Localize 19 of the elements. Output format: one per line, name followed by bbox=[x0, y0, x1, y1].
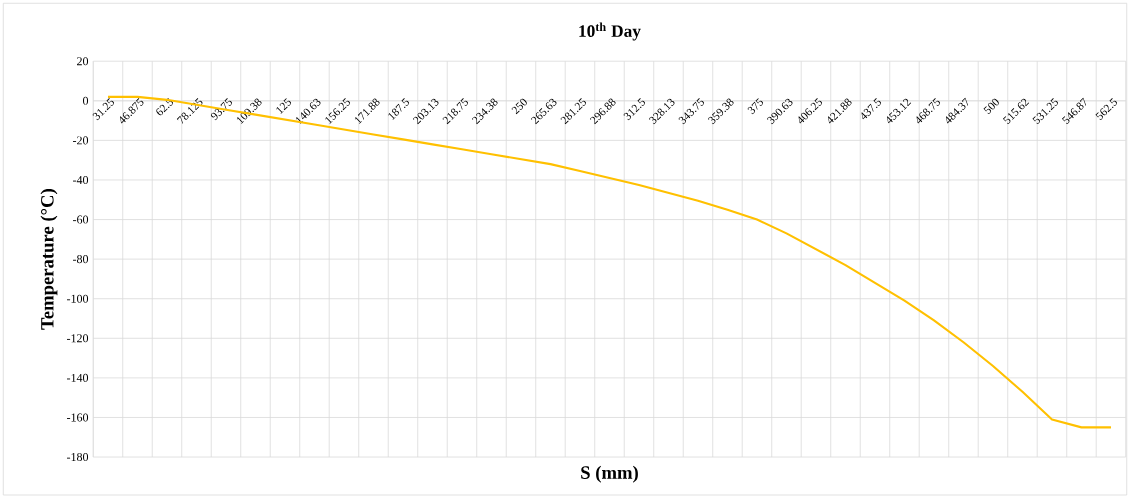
x-tick-label: 62.5 bbox=[156, 97, 173, 116]
y-tick-label: -160 bbox=[66, 413, 89, 422]
y-tick-label: -60 bbox=[72, 215, 89, 224]
y-tick-label: -120 bbox=[66, 334, 89, 343]
y-tick-label: 0 bbox=[82, 96, 89, 105]
y-tick-label: -80 bbox=[72, 254, 89, 264]
chart-title: 10$^{th}$ Day bbox=[579, 22, 641, 41]
y-tick-label: 20 bbox=[77, 57, 89, 66]
x-tick-label: 375 bbox=[747, 97, 763, 115]
x-axis-title: S (mm) bbox=[581, 465, 638, 483]
y-axis-title: Temperature (°C) bbox=[40, 188, 58, 330]
y-tick-label: -180 bbox=[66, 452, 89, 461]
x-tick-label: 125 bbox=[276, 97, 291, 114]
x-tick-label: 500 bbox=[983, 98, 999, 114]
y-tick-label: -40 bbox=[72, 175, 89, 184]
x-tick-label: 250 bbox=[511, 98, 527, 115]
y-tick-label: -140 bbox=[66, 373, 89, 382]
y-tick-label: -20 bbox=[72, 136, 89, 145]
y-tick-label: -100 bbox=[66, 294, 89, 303]
